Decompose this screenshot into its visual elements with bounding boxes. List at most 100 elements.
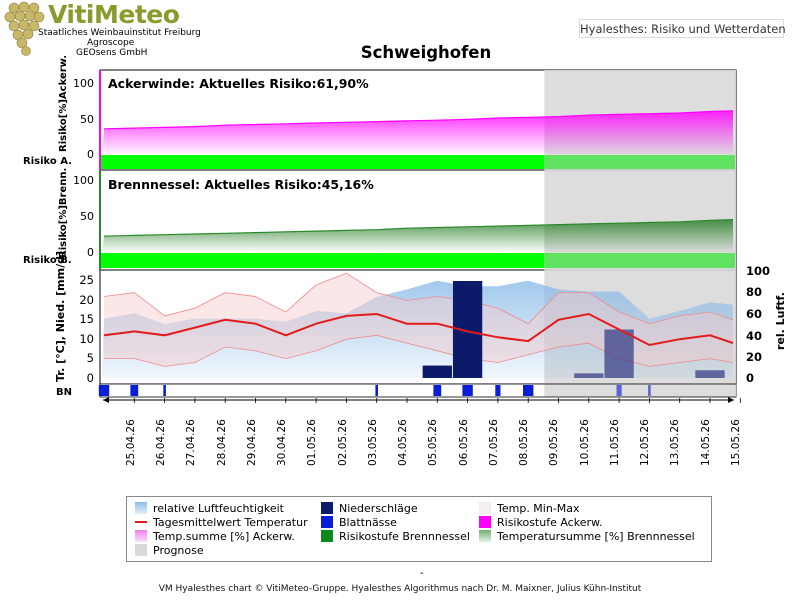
ackerwinde-area	[102, 110, 733, 154]
logo-title: VitiMeteo	[48, 0, 180, 29]
leafwet-mark	[648, 385, 651, 396]
ackerwinde-line	[103, 110, 734, 130]
legend-swatch-stufe-ackerw	[479, 516, 491, 528]
xtick-8: 03.05.26	[367, 419, 379, 466]
w-ytick-25: 25	[79, 273, 94, 287]
x-axis-arrow-right	[728, 397, 734, 403]
legend-swatch-temperature	[135, 521, 147, 523]
humidity-area	[102, 280, 733, 378]
precip-bar	[574, 373, 604, 378]
w-rtick-80: 80	[746, 285, 762, 299]
ackerwinde-heading: Ackerwinde: Aktuelles Risiko:61,90%	[108, 76, 369, 91]
legend-swatch-tempsum-ackerw	[135, 530, 147, 542]
header-label: Hyalesthes: Risiko und Wetterdaten	[579, 19, 786, 38]
brennnessel-stufe-bar	[101, 253, 545, 268]
xtick-1: 26.04.26	[155, 419, 167, 466]
w-ytick-15: 15	[79, 312, 94, 326]
legend-swatch-minmax	[479, 502, 491, 514]
bren-ytick-50: 50	[80, 210, 94, 223]
legend-label: relative Luftfeuchtigkeit	[153, 502, 284, 515]
xtick-12: 07.05.26	[488, 419, 500, 466]
leafwet-mark	[375, 385, 378, 396]
ack-ytick-100: 100	[73, 77, 94, 90]
brennnessel-line	[103, 219, 734, 237]
legend-swatch-precip	[321, 502, 333, 514]
legend-item: Tagesmittelwert Temperatur	[135, 516, 308, 530]
ack-ytick-0: 0	[87, 148, 94, 161]
xtick-15: 10.05.26	[579, 419, 591, 466]
bren-ytick-0: 0	[87, 246, 94, 259]
legend-item: Temp.summe [%] Ackerw.	[135, 530, 295, 544]
w-ytick-20: 20	[79, 293, 94, 307]
brennnessel-area	[102, 219, 733, 252]
legend-item: Prognose	[135, 544, 204, 558]
legend-label: Temp.summe [%] Ackerw.	[153, 530, 295, 543]
legend-swatch-tempsum-brenn	[479, 530, 491, 542]
weather-ylabel-right: rel. Luftf.	[774, 292, 787, 350]
xtick-5: 30.04.26	[276, 419, 288, 466]
leafwet-mark	[495, 385, 501, 396]
page-title: Schweighofen	[360, 43, 492, 62]
logo-line-1: Staatliches Weinbauinstitut Freiburg	[38, 28, 201, 38]
xtick-14: 09.05.26	[548, 419, 560, 466]
bren-ytick-100: 100	[73, 174, 94, 187]
weather-ylabel-left: Tr. [°C], Nied. [mm/d]	[54, 251, 67, 382]
bn-label: BN	[56, 387, 72, 398]
brennnessel-ylabel: Risiko[%]Brenn.	[58, 168, 69, 258]
xtick-7: 02.05.26	[337, 419, 349, 466]
footer: VM Hyalesthes chart © VitiMeteo-Gruppe. …	[158, 584, 642, 594]
brennnessel-stufe-bar-forecast	[544, 253, 735, 268]
temperature-line	[103, 312, 734, 347]
xtick-18: 13.05.26	[669, 419, 681, 466]
precip-bar	[422, 365, 452, 378]
w-rtick-0: 0	[746, 371, 754, 385]
w-rtick-40: 40	[746, 329, 762, 343]
legend-swatch-prognose	[135, 544, 147, 556]
brennnessel-stufe-label: Risiko B.	[23, 255, 72, 266]
xtick-2: 27.04.26	[185, 419, 197, 466]
legend-label: Temp. Min-Max	[497, 502, 580, 515]
xtick-9: 04.05.26	[397, 419, 409, 466]
legend-swatch-leafwet	[321, 516, 333, 528]
xtick-6: 01.05.26	[306, 419, 318, 466]
legend-item: Blattnässe	[321, 516, 397, 530]
w-ytick-5: 5	[87, 351, 94, 365]
precip-bar	[604, 329, 634, 378]
ackerwinde-ylabel: Risiko[%]Ackerw.	[58, 55, 69, 152]
leafwet-mark	[433, 385, 442, 396]
xtick-11: 06.05.26	[458, 419, 470, 466]
xtick-4: 29.04.26	[246, 419, 258, 466]
legend-item: Temperatursumme [%] Brennnessel	[479, 530, 695, 544]
logo-line-3: GEOsens GmbH	[76, 48, 148, 58]
leafwet-mark	[616, 385, 622, 396]
ackerwinde-stufe-bar-forecast	[544, 155, 735, 169]
w-rtick-60: 60	[746, 307, 762, 321]
legend-label: Prognose	[153, 544, 204, 557]
leafwet-mark	[130, 385, 139, 396]
legend-label: Temperatursumme [%] Brennnessel	[497, 530, 695, 543]
x-axis-arrow-left	[103, 397, 109, 403]
temp-minmax-band	[104, 273, 733, 367]
legend-label: Risikostufe Ackerw.	[497, 516, 603, 529]
legend-swatch-stufe-brenn	[321, 530, 333, 542]
xtick-3: 28.04.26	[216, 419, 228, 466]
temp-max-line	[103, 272, 734, 325]
legend-item: relative Luftfeuchtigkeit	[135, 502, 284, 516]
leafwet-mark	[523, 385, 534, 396]
xtick-20: 15.05.26	[730, 419, 742, 466]
leafwet-mark	[163, 385, 166, 396]
xtick-13: 08.05.26	[518, 419, 530, 466]
legend-item: Niederschläge	[321, 502, 418, 516]
leafwet-mark	[462, 385, 473, 396]
logo-line-2: Agroscope	[87, 38, 135, 48]
ackerwinde-stufe-bar	[101, 155, 545, 169]
legend-item: Temp. Min-Max	[479, 502, 580, 516]
xtick-19: 14.05.26	[700, 419, 712, 466]
legend-item: Risikostufe Brennnessel	[321, 530, 470, 544]
grape-cluster-icon	[4, 1, 45, 56]
brennnessel-heading: Brennnessel: Aktuelles Risiko:45,16%	[108, 177, 374, 192]
w-rtick-20: 20	[746, 350, 762, 364]
bn-forecast	[544, 384, 736, 397]
chart: Ackerwinde: Aktuelles Risiko:61,90% Bren…	[23, 55, 787, 466]
legend-item: Risikostufe Ackerw.	[479, 516, 602, 530]
